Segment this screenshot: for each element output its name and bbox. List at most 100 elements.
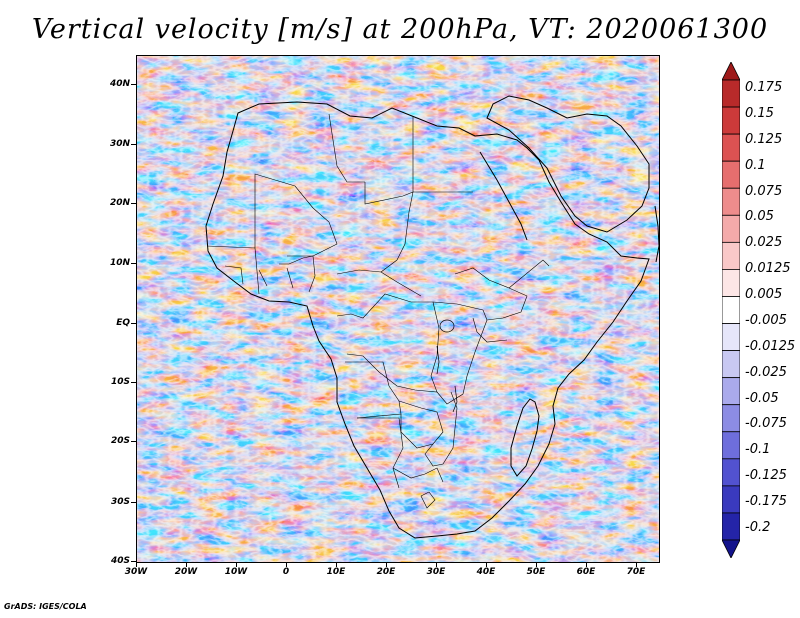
colorbar-swatch bbox=[722, 350, 740, 379]
border-lesotho bbox=[420, 491, 436, 509]
colorbar-swatch bbox=[722, 512, 740, 541]
colorbar-swatch bbox=[722, 296, 740, 324]
vertical-velocity-map bbox=[137, 56, 659, 562]
lat-label-40s: 40S bbox=[110, 556, 130, 566]
colorbar-swatch bbox=[722, 106, 740, 135]
lat-label-10n: 10N bbox=[109, 258, 130, 268]
border-namibia-botswana bbox=[357, 417, 404, 489]
colorbar-swatch bbox=[722, 133, 740, 162]
border-somalia bbox=[508, 259, 550, 289]
contour-texture bbox=[137, 56, 659, 562]
lon-label-70e: 70E bbox=[626, 567, 646, 577]
madagascar-coastline bbox=[510, 398, 540, 477]
chart-title: Vertical velocity [m/s] at 200hPa, VT: 2… bbox=[31, 14, 769, 45]
lon-tick bbox=[386, 563, 387, 567]
border-west-africa-coast bbox=[224, 265, 294, 289]
colorbar-label: -0.05 bbox=[745, 391, 779, 406]
colorbar-swatch bbox=[722, 214, 740, 243]
colorbar-swatch bbox=[722, 485, 740, 514]
border-nigeria bbox=[279, 255, 316, 293]
colorbar-label: 0.125 bbox=[745, 132, 783, 147]
arabia-coastline bbox=[486, 95, 650, 233]
lon-tick bbox=[236, 563, 237, 567]
colorbar-label: -0.175 bbox=[745, 494, 787, 509]
lon-label-50e: 50E bbox=[526, 567, 546, 577]
colorbar-label: 0.075 bbox=[745, 184, 783, 199]
lon-label-10w: 10W bbox=[224, 567, 248, 577]
colorbar-label: 0.1 bbox=[745, 158, 766, 173]
lake-victoria bbox=[439, 319, 455, 333]
lat-tick bbox=[131, 441, 136, 442]
colorbar-swatch bbox=[722, 377, 740, 406]
lon-tick bbox=[286, 563, 287, 567]
colorbar-swatch bbox=[722, 269, 740, 297]
lon-tick bbox=[136, 563, 137, 567]
colorbar-swatch bbox=[722, 323, 740, 351]
lat-tick bbox=[131, 263, 136, 264]
coastlines bbox=[205, 95, 659, 539]
lat-label-10s: 10S bbox=[110, 377, 130, 387]
border-mali bbox=[254, 173, 338, 257]
colorbar-label: 0.05 bbox=[745, 209, 774, 224]
lat-label-eq: EQ bbox=[116, 318, 130, 328]
red-sea-outline bbox=[479, 151, 528, 241]
lat-label-20n: 20N bbox=[109, 198, 130, 208]
colorbar-swatch bbox=[722, 539, 740, 558]
lat-label-20s: 20S bbox=[110, 436, 130, 446]
colorbar-swatch bbox=[722, 431, 740, 460]
lon-label-0: 0 bbox=[282, 567, 290, 577]
credit-text: GrADS: IGES/COLA bbox=[4, 602, 87, 611]
lat-tick bbox=[131, 502, 136, 503]
lon-tick bbox=[336, 563, 337, 567]
colorbar-label: 0.005 bbox=[745, 287, 783, 302]
lat-tick bbox=[131, 144, 136, 145]
lon-tick bbox=[636, 563, 637, 567]
lon-tick bbox=[436, 563, 437, 567]
lake-tanganyika bbox=[436, 345, 440, 375]
colorbar-label: -0.075 bbox=[745, 416, 787, 431]
lon-tick bbox=[186, 563, 187, 567]
colorbar-swatch bbox=[722, 160, 740, 189]
lat-tick bbox=[131, 323, 136, 324]
lon-label-20e: 20E bbox=[376, 567, 396, 577]
colorbar-label: 0.025 bbox=[745, 235, 783, 250]
border-ethiopia bbox=[454, 267, 528, 321]
colorbar-label: -0.005 bbox=[745, 313, 787, 328]
colorbar-swatch bbox=[722, 62, 740, 81]
lat-tick bbox=[131, 203, 136, 204]
lon-label-30w: 30W bbox=[124, 567, 148, 577]
country-borders bbox=[206, 113, 550, 509]
colorbar-label: 0.0125 bbox=[745, 261, 791, 276]
border-angola bbox=[345, 361, 402, 419]
colorbar-label: -0.1 bbox=[745, 442, 771, 457]
colorbar-swatch bbox=[722, 458, 740, 487]
colorbar-swatch bbox=[722, 241, 740, 270]
colorbar-label: -0.125 bbox=[745, 468, 787, 483]
lon-tick bbox=[486, 563, 487, 567]
map-panel bbox=[136, 55, 660, 563]
border-south-africa bbox=[392, 467, 444, 483]
colorbar-swatch bbox=[722, 79, 740, 108]
lake-malawi bbox=[452, 385, 458, 413]
lat-label-40n: 40N bbox=[109, 79, 130, 89]
colorbar-swatch bbox=[722, 187, 740, 216]
border-chad-sudan bbox=[364, 182, 414, 273]
lon-label-40e: 40E bbox=[476, 567, 496, 577]
colorbar-label: 0.15 bbox=[745, 106, 774, 121]
border-mozambique bbox=[424, 391, 458, 467]
colorbar bbox=[722, 62, 740, 558]
lon-label-20w: 20W bbox=[174, 567, 198, 577]
lon-tick bbox=[536, 563, 537, 567]
lakes bbox=[436, 319, 458, 413]
lat-tick bbox=[131, 382, 136, 383]
lon-tick bbox=[586, 563, 587, 567]
lat-label-30s: 30S bbox=[110, 497, 130, 507]
lat-tick bbox=[131, 561, 136, 562]
border-east-africa bbox=[432, 301, 488, 405]
india-coastline bbox=[654, 205, 659, 263]
lon-label-60e: 60E bbox=[576, 567, 596, 577]
colorbar-label: 0.175 bbox=[745, 80, 783, 95]
border-car bbox=[336, 269, 422, 297]
border-drc bbox=[336, 293, 440, 393]
border-zambia-zimbabwe bbox=[398, 400, 444, 449]
